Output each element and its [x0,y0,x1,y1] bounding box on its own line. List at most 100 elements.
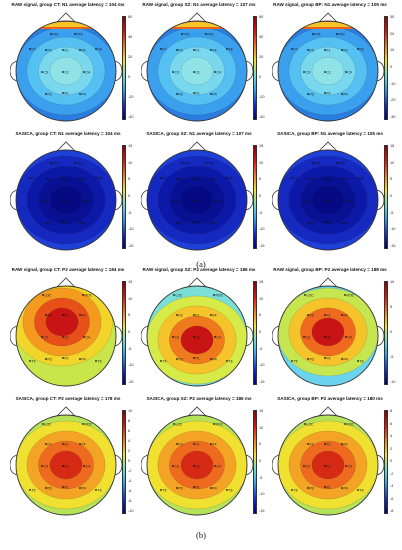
panel-title: SASICA, group CT: P2 average latency = 1… [15,396,121,401]
left-ear-outline [10,189,18,211]
colorbar-tick-label: 15 [259,409,264,413]
scalp-topomap: FP1 FP2 F7 F3 Fz F4 F8 C3 Cz C4 P3 Pz P4 [141,141,253,251]
electrode-label: Fz [65,48,69,52]
colorbar-tick-label: 20 [390,31,395,36]
electrode-label: Fz [196,313,200,317]
electrode-label: Fz [327,48,331,52]
electrode-label: Fz [65,442,69,446]
electrode-label: Cz [196,335,200,339]
right-ear-outline [245,189,253,211]
electrode-marker [210,49,212,51]
electrode-label: P4 [344,486,348,490]
electrode-marker [173,294,175,296]
electrode-marker [357,177,359,179]
electrode-label: FP2 [208,32,214,36]
scalp-topomap: LOC ROC F3 Fz F4 C3 Cz C4 P3 Pz P4 T5 T6 [141,406,253,516]
electrode-marker [160,48,162,50]
electrode-label: LOC [45,422,53,426]
colorbar-tick-label: 40 [259,35,264,39]
electrode-marker [50,33,52,35]
electrode-label: F4 [82,177,86,181]
colorbar-tick-label: -5 [259,475,263,480]
electrode-label: P3 [310,92,314,96]
electrode-label: ROC [216,293,224,297]
electrode-label: P4 [213,92,217,96]
electrode-label: Cz [196,199,200,203]
electrode-label: F3 [179,313,183,317]
topomap-panel: RAW signal, group CT: N1 average latency… [10,2,140,128]
panel-title: SASICA, group BP: P2 average latency = 1… [277,396,383,401]
nose-outline [56,141,76,152]
electrode-label: C3 [306,70,310,74]
colorbar-tick-label: 60 [259,15,264,19]
electrode-label: Fz [196,442,200,446]
panel-title: RAW signal, group BP: N1 average latency… [273,2,387,7]
electrode-marker [226,489,228,491]
electrode-marker [205,33,207,35]
colorbar-tick-label: -6 [128,489,132,493]
electrode-label: FP2 [339,161,345,165]
colorbar-tick-label: -40 [128,115,134,119]
colorbar [253,16,257,120]
electrode-marker [160,489,162,491]
electrode-marker [291,489,293,491]
electrode-label: P3 [48,221,52,225]
electrode-marker [345,465,347,467]
electrode-marker [210,178,212,180]
electrode-label: Cz [65,335,69,339]
topomap-panel: RAW signal, group SZ: N1 average latency… [141,2,271,128]
electrode-label: C4 [348,335,352,339]
electrode-label: T5 [32,488,36,492]
right-ear-outline [114,325,122,347]
colorbar-tick-label: 10 [390,160,395,165]
electrode-marker [307,358,309,360]
electrode-marker [193,336,195,338]
electrode-label: Fz [196,48,200,52]
colorbar-tick-label: -10 [128,227,134,232]
electrode-marker [193,200,195,202]
electrode-marker [210,487,212,489]
colorbar-tick-label: 10 [128,409,133,413]
electrode-marker [307,49,309,51]
electrode-marker [324,357,326,359]
electrode-marker [95,360,97,362]
electrode-marker [341,314,343,316]
colorbar-tick-label: -15 [128,244,134,248]
electrode-marker [62,336,64,338]
colorbar-tick-label: 8 [128,419,131,423]
electrode-marker [214,71,216,73]
colorbar-tick-label: -15 [128,380,134,384]
colorbar-tick-label: -15 [259,509,265,513]
electrode-marker [307,487,309,489]
electrode-label: F8 [98,176,102,180]
colorbar-tick-label: -40 [259,115,265,119]
panel-title: SASICA, group CT: N1 average latency = 1… [15,131,121,136]
colorbar-tick-label: 0 [390,459,393,463]
electrode-marker [45,222,47,224]
colorbar-tick-label: 0 [128,459,131,463]
electrode-label: F8 [360,47,364,51]
electrode-marker [176,487,178,489]
electrode-marker [291,177,293,179]
colorbar-tick-label: 15 [259,144,264,148]
electrode-marker [41,465,43,467]
colorbar-tick-label: -10 [390,81,396,86]
electrode-marker [62,221,64,223]
topomap-panel: RAW signal, group BP: N1 average latency… [272,2,402,128]
electrode-label: ROC [347,293,355,297]
electrode-marker [213,294,215,296]
colorbar-tick-label: -2 [390,471,394,476]
right-ear-outline [376,325,384,347]
electrode-marker [303,200,305,202]
colorbar-tick-label: -4 [390,484,394,488]
colorbar-tick-label: 5 [128,177,131,182]
electrode-marker [303,465,305,467]
electrode-marker [74,162,76,164]
electrode-label: F8 [360,176,364,180]
panel-title: RAW signal, group CT: N1 average latency… [11,2,125,7]
electrode-marker [172,465,174,467]
panel-title: SASICA, group SZ: N1 average latency = 1… [146,131,252,136]
colorbar-tick-label: 5 [128,313,131,318]
colorbar-tick-label: 5 [259,442,262,447]
electrode-label: FP1 [184,161,190,165]
